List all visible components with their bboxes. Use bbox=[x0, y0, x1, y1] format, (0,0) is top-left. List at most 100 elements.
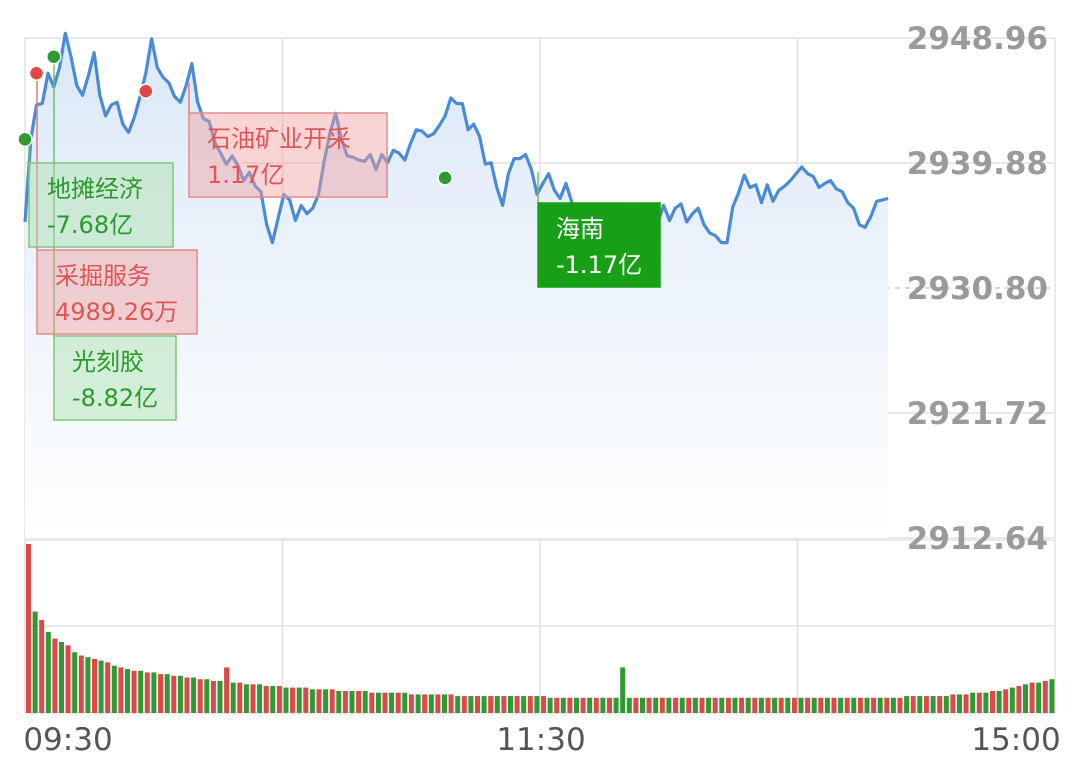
volume-bar bbox=[745, 697, 751, 713]
volume-bar bbox=[105, 662, 111, 713]
volume-bar bbox=[950, 694, 956, 713]
volume-bar bbox=[45, 631, 51, 713]
annotation-value: 4989.26万 bbox=[55, 298, 178, 326]
volume-bar bbox=[692, 697, 698, 713]
volume-bar bbox=[706, 697, 712, 713]
volume-bar bbox=[78, 655, 84, 713]
volume-bar bbox=[336, 691, 342, 713]
volume-bar bbox=[1029, 682, 1035, 713]
volume-bar bbox=[818, 697, 824, 713]
annotation-box bbox=[188, 112, 388, 198]
volume-bar bbox=[805, 697, 811, 713]
volume-bar bbox=[481, 696, 487, 713]
volume-bar bbox=[567, 697, 573, 713]
event-point bbox=[17, 131, 33, 148]
volume-bar bbox=[435, 694, 441, 713]
volume-bar bbox=[171, 675, 177, 713]
volume-bar bbox=[930, 696, 936, 713]
volume-bar bbox=[72, 652, 78, 713]
annotation-box bbox=[28, 162, 174, 248]
event-point bbox=[46, 48, 62, 65]
volume-bar bbox=[963, 694, 969, 713]
volume-bar bbox=[26, 544, 31, 713]
volume-bar bbox=[237, 682, 243, 713]
volume-bar bbox=[527, 696, 533, 713]
volume-bar bbox=[824, 697, 830, 713]
volume-bar bbox=[732, 697, 738, 713]
volume-bar bbox=[309, 689, 315, 713]
volume-bar bbox=[580, 697, 586, 713]
volume-bar bbox=[739, 697, 745, 713]
volume-bar bbox=[329, 689, 335, 713]
volume-bar bbox=[263, 686, 269, 713]
volume-bar bbox=[831, 697, 837, 713]
volume-bar bbox=[402, 692, 408, 713]
volume-bar bbox=[243, 684, 249, 713]
volume-bar bbox=[230, 682, 236, 713]
volume-bar bbox=[593, 697, 599, 713]
annotation-box bbox=[36, 249, 198, 335]
volume-bar bbox=[382, 692, 388, 713]
volume-bar bbox=[534, 696, 540, 713]
volume-bar bbox=[158, 674, 164, 713]
volume-bar bbox=[323, 689, 329, 713]
volume-bar bbox=[184, 677, 190, 713]
volume-bar bbox=[39, 620, 45, 713]
volume-bar bbox=[395, 692, 401, 713]
volume-bar bbox=[408, 694, 414, 713]
annotation-value: -8.82亿 bbox=[72, 384, 158, 412]
volume-bar bbox=[673, 697, 679, 713]
volume-bar bbox=[910, 696, 916, 713]
annotation-value: 1.17亿 bbox=[207, 161, 284, 189]
volume-bar bbox=[475, 696, 480, 713]
volume-bar bbox=[422, 694, 428, 713]
volume-bar bbox=[204, 679, 210, 713]
volume-bar bbox=[560, 697, 566, 713]
volume-bar bbox=[626, 697, 632, 713]
volume-bar bbox=[468, 696, 474, 713]
x-tick-label: 11:30 bbox=[496, 722, 585, 758]
volume-bar bbox=[811, 697, 817, 713]
event-point bbox=[28, 65, 45, 81]
price-line bbox=[23, 31, 889, 256]
event-point bbox=[437, 170, 453, 186]
volume-bar bbox=[785, 697, 791, 713]
volume-bar bbox=[362, 691, 368, 713]
volume-bar bbox=[316, 689, 322, 713]
annotation-label: 光刻胶 bbox=[72, 348, 144, 376]
volume-bar bbox=[65, 645, 71, 713]
volume-bar bbox=[758, 697, 764, 713]
volume-bar bbox=[131, 670, 137, 714]
volume-bar bbox=[864, 697, 870, 713]
volume-bar bbox=[778, 697, 784, 713]
volume-bar bbox=[461, 696, 467, 713]
volume-bar bbox=[1016, 686, 1022, 713]
volume-bar bbox=[501, 696, 507, 713]
volume-bar bbox=[772, 697, 778, 713]
volume-bar bbox=[389, 692, 395, 713]
volume-bar bbox=[884, 697, 890, 713]
volume-bar bbox=[270, 686, 276, 713]
volume-bar bbox=[976, 692, 982, 713]
volume-bar bbox=[541, 696, 546, 713]
volume-bar bbox=[494, 696, 500, 713]
volume-bar bbox=[937, 696, 943, 713]
volume-bar bbox=[1036, 682, 1042, 713]
volume-bar bbox=[257, 684, 263, 713]
volume-bar bbox=[838, 697, 844, 713]
volume-bar bbox=[210, 680, 216, 713]
volume-bar bbox=[877, 697, 883, 713]
volume-bar bbox=[957, 694, 962, 713]
volume-bar bbox=[52, 638, 58, 713]
volume-bar bbox=[448, 694, 454, 713]
volume-bar bbox=[798, 697, 804, 713]
annotation-label: 石油矿业开采 bbox=[207, 125, 351, 153]
volume-bar bbox=[303, 687, 309, 713]
volume-bar bbox=[712, 697, 718, 713]
volume-bar bbox=[144, 672, 150, 713]
volume-bar bbox=[574, 697, 579, 713]
x-tick-label: 15:00 bbox=[971, 722, 1060, 758]
y-tick-label: 2939.88 bbox=[907, 146, 1048, 182]
